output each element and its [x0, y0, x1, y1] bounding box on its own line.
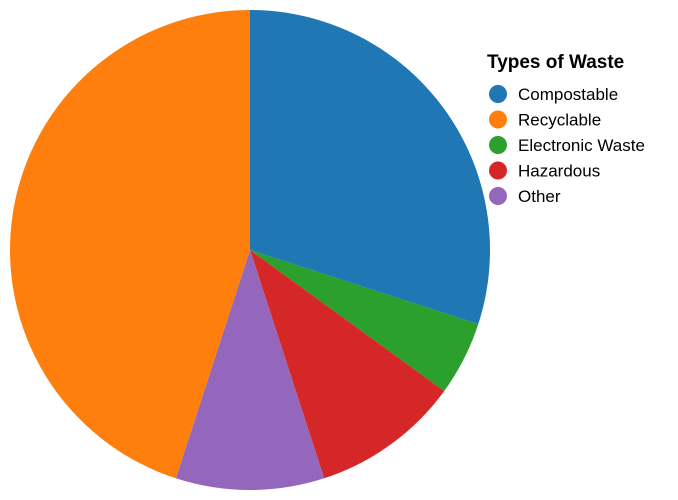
legend-item-other: Other: [489, 187, 561, 206]
legend-label: Recyclable: [518, 111, 601, 130]
pie-slice-compostable: [250, 10, 491, 325]
pie-slice-hazardous: [250, 250, 445, 479]
legend-items: Compostable Recyclable Electronic Waste Haz…: [489, 85, 645, 206]
legend: Types of Waste Compostable Recyclable Elec…: [487, 52, 645, 206]
legend-swatch: [489, 161, 507, 180]
legend-item-recyclable: Recyclable: [489, 110, 601, 130]
legend-swatch: [489, 110, 507, 129]
pie-slice-other: [175, 250, 325, 491]
legend-label: Compostable: [518, 85, 618, 104]
legend-item-electronic-waste: Electronic Waste: [489, 136, 645, 155]
legend-label: Electronic Waste: [518, 136, 645, 155]
pie-slices: [9, 10, 491, 491]
legend-swatch: [489, 85, 507, 103]
legend-label: Hazardous: [518, 162, 600, 181]
legend-swatch: [489, 187, 507, 205]
legend-item-compostable: Compostable: [489, 85, 618, 104]
legend-swatch: [489, 136, 507, 154]
legend-item-hazardous: Hazardous: [489, 161, 600, 181]
legend-title: Types of Waste: [487, 52, 624, 73]
pie-slice-electronic-waste: [250, 250, 479, 392]
legend-label: Other: [518, 187, 561, 206]
pie-slice-recyclable: [9, 10, 250, 479]
